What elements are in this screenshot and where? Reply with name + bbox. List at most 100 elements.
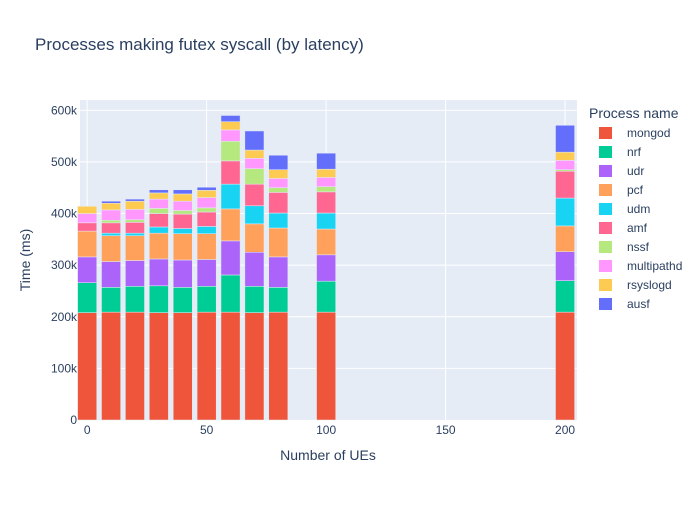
bar-segment-pcf[interactable] [77, 230, 97, 258]
bar-segment-udr[interactable] [316, 254, 336, 282]
bar-segment-rsyslogd[interactable] [220, 121, 241, 131]
bar-segment-pcf[interactable] [196, 233, 217, 260]
bar-segment-amf[interactable] [316, 191, 336, 214]
bar-segment-pcf[interactable] [268, 227, 289, 258]
bar-segment-nrf[interactable] [196, 286, 217, 313]
legend-item-nrf[interactable]: nrf [599, 145, 642, 159]
bars[interactable] [77, 115, 575, 421]
bar-segment-udr[interactable] [196, 259, 217, 287]
legend-item-udm[interactable]: udm [599, 202, 650, 216]
bar-segment-nrf[interactable] [149, 285, 169, 313]
bar-segment-ausf[interactable] [555, 125, 575, 153]
bar-segment-ausf[interactable] [316, 152, 336, 170]
bar-segment-udm[interactable] [220, 183, 241, 210]
bar-segment-udm[interactable] [268, 212, 289, 229]
bar-segment-udm[interactable] [125, 232, 145, 236]
bar-segment-mongod[interactable] [244, 312, 265, 421]
bar-segment-udm[interactable] [172, 228, 193, 234]
bar-segment-pcf[interactable] [125, 235, 145, 261]
bar-segment-multipathd[interactable] [268, 178, 289, 188]
bar-segment-nssf[interactable] [220, 141, 241, 162]
legend-item-nssf[interactable]: nssf [599, 240, 650, 254]
bar-segment-nssf[interactable] [101, 220, 121, 224]
bar-segment-multipathd[interactable] [172, 200, 193, 211]
bar-segment-multipathd[interactable] [244, 158, 265, 169]
bar-segment-ausf[interactable] [101, 200, 121, 204]
bar-segment-rsyslogd[interactable] [101, 202, 121, 211]
bar-segment-nrf[interactable] [172, 287, 193, 313]
bar-segment-rsyslogd[interactable] [555, 151, 575, 161]
bar-segment-amf[interactable] [101, 222, 121, 234]
bar-segment-amf[interactable] [172, 213, 193, 229]
bar-segment-multipathd[interactable] [196, 197, 217, 209]
bar-segment-mongod[interactable] [149, 312, 169, 421]
legend-item-ausf[interactable]: ausf [599, 297, 650, 311]
bar-segment-pcf[interactable] [316, 228, 336, 256]
bar-segment-amf[interactable] [555, 170, 575, 199]
bar-segment-pcf[interactable] [172, 233, 193, 261]
bar-segment-nssf[interactable] [196, 207, 217, 213]
legend-item-amf[interactable]: amf [599, 221, 648, 235]
legend[interactable]: Process name mongod nrf udr pcf udm amf nssf mu… [589, 105, 682, 311]
bar-segment-mongod[interactable] [196, 311, 217, 421]
bar-segment-mongod[interactable] [555, 311, 575, 421]
bar-segment-pcf[interactable] [220, 208, 241, 242]
bar-segment-udr[interactable] [244, 252, 265, 287]
bar-segment-udr[interactable] [268, 256, 289, 288]
bar-segment-multipathd[interactable] [555, 160, 575, 170]
bar-segment-mongod[interactable] [125, 311, 145, 421]
bar-segment-nrf[interactable] [268, 287, 289, 313]
bar-segment-multipathd[interactable] [316, 177, 336, 187]
bar-segment-nrf[interactable] [316, 280, 336, 313]
bar-segment-nrf[interactable] [220, 274, 241, 313]
bar-segment-udm[interactable] [244, 205, 265, 225]
bar-segment-nrf[interactable] [77, 282, 97, 313]
bar-segment-nrf[interactable] [244, 286, 265, 313]
bar-segment-nrf[interactable] [125, 286, 145, 313]
bar-segment-amf[interactable] [125, 222, 145, 234]
bar-segment-multipathd[interactable] [125, 209, 145, 220]
bar-segment-udm[interactable] [101, 232, 121, 236]
bar-segment-mongod[interactable] [101, 311, 121, 421]
bar-segment-multipathd[interactable] [149, 198, 169, 209]
bar-segment-mongod[interactable] [77, 312, 97, 421]
bar-segment-rsyslogd[interactable] [244, 149, 265, 159]
bar-segment-udm[interactable] [555, 197, 575, 227]
bar-segment-pcf[interactable] [101, 235, 121, 262]
bar-segment-nssf[interactable] [172, 210, 193, 215]
bar-segment-ausf[interactable] [196, 186, 217, 191]
bar-segment-multipathd[interactable] [77, 213, 97, 224]
bar-segment-rsyslogd[interactable] [196, 190, 217, 198]
bar-segment-udm[interactable] [149, 226, 169, 234]
bar-segment-nssf[interactable] [244, 168, 265, 185]
bar-segment-mongod[interactable] [172, 312, 193, 421]
bar-segment-ausf[interactable] [125, 198, 145, 202]
bar-segment-ausf[interactable] [244, 130, 265, 151]
bar-segment-multipathd[interactable] [220, 129, 241, 142]
legend-item-udr[interactable]: udr [599, 164, 644, 178]
bar-segment-rsyslogd[interactable] [77, 206, 97, 214]
bar-segment-ausf[interactable] [268, 154, 289, 170]
bar-segment-mongod[interactable] [316, 311, 336, 421]
bar-segment-udr[interactable] [172, 259, 193, 288]
bar-segment-amf[interactable] [149, 213, 169, 228]
bar-segment-udr[interactable] [555, 251, 575, 281]
bar-segment-udr[interactable] [220, 240, 241, 276]
bar-segment-pcf[interactable] [244, 223, 265, 253]
bar-segment-mongod[interactable] [220, 311, 241, 421]
bar-segment-pcf[interactable] [555, 225, 575, 252]
bar-segment-amf[interactable] [220, 160, 241, 185]
legend-item-rsyslogd[interactable]: rsyslogd [599, 278, 672, 292]
bar-segment-mongod[interactable] [268, 311, 289, 421]
bar-segment-rsyslogd[interactable] [316, 168, 336, 178]
bar-segment-udr[interactable] [149, 258, 169, 287]
bar-segment-pcf[interactable] [149, 232, 169, 260]
bar-segment-nssf[interactable] [125, 219, 145, 223]
bar-segment-udr[interactable] [101, 261, 121, 288]
bar-segment-udr[interactable] [125, 260, 145, 287]
bar-segment-nrf[interactable] [101, 287, 121, 313]
bar-segment-rsyslogd[interactable] [125, 200, 145, 210]
bar-segment-udm[interactable] [316, 212, 336, 230]
bar-segment-rsyslogd[interactable] [172, 193, 193, 202]
bar-segment-udm[interactable] [196, 226, 217, 234]
